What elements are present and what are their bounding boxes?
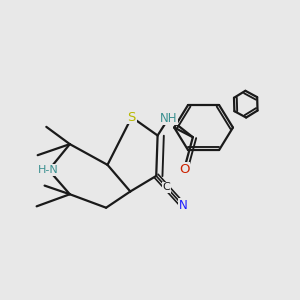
Text: S: S (128, 111, 136, 124)
Text: O: O (179, 163, 190, 176)
Text: H-N: H-N (38, 165, 59, 175)
Text: NH: NH (160, 112, 177, 125)
Text: C: C (163, 182, 170, 193)
Text: N: N (178, 199, 187, 212)
